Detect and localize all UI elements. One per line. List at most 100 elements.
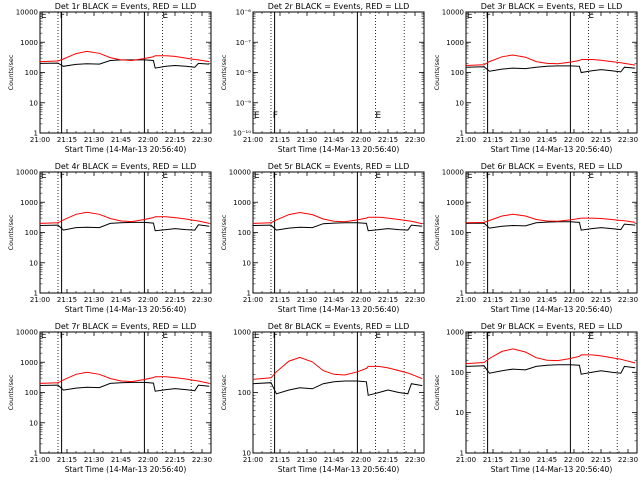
y-tick-label: 1000 — [20, 199, 38, 207]
detector-panel-3: Det 3r BLACK = Events, RED = LLD Start Ti… — [433, 2, 638, 154]
marker-e: E — [162, 11, 168, 21]
x-tick-label: 21:30 — [84, 296, 104, 304]
y-tick-label: 1 — [34, 290, 38, 298]
x-tick-label: 21:15 — [270, 296, 290, 304]
panel-title: Det 6r BLACK = Events, RED = LLD — [481, 162, 623, 171]
x-tick-label: 21:00 — [30, 136, 50, 144]
y-axis-label: Counts/sec — [433, 374, 441, 410]
lld-series-line — [39, 50, 210, 63]
y-tick-label: 100 — [238, 229, 251, 237]
x-tick-label: 21:00 — [243, 136, 263, 144]
panel-title: Det 8r BLACK = Events, RED = LLD — [268, 322, 410, 331]
detector-panel-2: Det 2r BLACK = Events, RED = LLD Start Ti… — [220, 2, 425, 154]
x-axis-label: Start Time (14-Mar-13 20:56:40) — [65, 465, 187, 474]
marker-e: E — [375, 111, 381, 121]
x-tick-label: 21:15 — [483, 136, 503, 144]
marker-e: E — [41, 11, 47, 21]
marker-e: E — [588, 332, 594, 342]
x-tick-label: 22:15 — [591, 296, 611, 304]
y-tick-label: 1000 — [20, 39, 38, 47]
x-axis-label: Start Time (14-Mar-13 20:56:40) — [278, 145, 400, 154]
marker-e: E — [162, 171, 168, 181]
x-tick-label: 21:15 — [57, 456, 77, 464]
y-axis-label: Counts/sec — [7, 214, 15, 250]
y-tick-label: 10⁻⁹ — [236, 99, 252, 107]
x-axis-label: Start Time (14-Mar-13 20:56:40) — [278, 305, 400, 314]
y-tick-label: 100 — [25, 69, 38, 77]
x-axis-label: Start Time (14-Mar-13 20:56:40) — [278, 465, 400, 474]
x-tick-label: 22:15 — [378, 136, 398, 144]
x-tick-label: 22:15 — [378, 456, 398, 464]
detector-panel-8: Det 8r BLACK = Events, RED = LLD Start Ti… — [220, 322, 425, 474]
detector-panel-5: Det 5r BLACK = Events, RED = LLD Start Ti… — [220, 162, 425, 314]
events-series-line — [39, 59, 210, 69]
x-tick-label: 22:30 — [618, 296, 638, 304]
lld-series-line — [465, 348, 636, 365]
x-tick-label: 21:45 — [324, 296, 344, 304]
y-tick-label: 1 — [34, 130, 38, 138]
x-tick-label: 21:45 — [111, 296, 131, 304]
panel-title: Det 2r BLACK = Events, RED = LLD — [268, 2, 410, 11]
x-tick-label: 21:00 — [456, 456, 476, 464]
y-tick-label: 1 — [34, 450, 38, 458]
y-tick-label: 100 — [25, 229, 38, 237]
y-tick-label: 1000 — [446, 329, 464, 337]
y-tick-label: 1 — [460, 450, 464, 458]
x-tick-label: 22:30 — [192, 136, 212, 144]
marker-f: F — [273, 111, 278, 121]
events-series-line — [39, 381, 210, 392]
panel-frame — [39, 171, 212, 294]
events-series-line — [465, 364, 636, 375]
x-tick-label: 22:30 — [618, 456, 638, 464]
detector-panel-4: Det 4r BLACK = Events, RED = LLD Start Ti… — [7, 162, 212, 314]
x-tick-label: 21:30 — [510, 136, 530, 144]
x-tick-label: 22:15 — [591, 136, 611, 144]
x-tick-label: 22:00 — [564, 296, 584, 304]
marker-e: E — [375, 171, 381, 181]
x-tick-label: 21:45 — [537, 136, 557, 144]
marker-f: F — [60, 11, 65, 21]
y-tick-label: 1000 — [446, 199, 464, 207]
y-tick-label: 1000 — [20, 359, 38, 367]
lld-series-line — [39, 371, 210, 384]
x-tick-label: 22:00 — [564, 456, 584, 464]
events-series-line — [252, 380, 423, 396]
marker-e: E — [375, 331, 381, 341]
x-tick-label: 21:00 — [243, 456, 263, 464]
panel-title: Det 4r BLACK = Events, RED = LLD — [55, 162, 197, 171]
y-tick-label: 10 — [242, 259, 251, 267]
x-tick-label: 21:00 — [30, 456, 50, 464]
y-tick-label: 100 — [25, 389, 38, 397]
x-tick-label: 21:30 — [510, 456, 530, 464]
marker-f: F — [486, 11, 491, 21]
marker-f: F — [60, 171, 65, 181]
y-axis-label: Counts/sec — [7, 374, 15, 410]
x-tick-label: 21:30 — [297, 136, 317, 144]
x-tick-label: 22:15 — [165, 296, 185, 304]
y-tick-label: 10 — [29, 259, 38, 267]
x-tick-label: 22:30 — [405, 456, 425, 464]
x-tick-label: 21:15 — [270, 136, 290, 144]
x-axis-label: Start Time (14-Mar-13 20:56:40) — [491, 145, 613, 154]
x-tick-label: 21:30 — [297, 456, 317, 464]
marker-e: E — [41, 331, 47, 341]
y-tick-label: 10 — [29, 419, 38, 427]
y-tick-label: 10⁻⁷ — [236, 39, 252, 47]
detector-panel-7: Det 7r BLACK = Events, RED = LLD Start Ti… — [7, 322, 212, 474]
panel-title: Det 7r BLACK = Events, RED = LLD — [55, 322, 197, 331]
marker-e: E — [254, 111, 260, 121]
y-tick-label: 10000 — [16, 169, 38, 177]
x-tick-label: 21:15 — [57, 136, 77, 144]
y-tick-label: 10⁻⁸ — [236, 69, 252, 77]
detector-panel-6: Det 6r BLACK = Events, RED = LLD Start Ti… — [433, 162, 638, 314]
marker-f: F — [486, 171, 491, 181]
marker-e: E — [588, 171, 594, 181]
x-tick-label: 21:45 — [111, 456, 131, 464]
x-tick-label: 21:00 — [243, 296, 263, 304]
lld-series-line — [465, 54, 636, 66]
y-axis-label: Counts/sec — [220, 214, 228, 250]
y-tick-label: 10000 — [16, 329, 38, 337]
x-tick-label: 22:15 — [378, 296, 398, 304]
x-tick-label: 22:30 — [192, 296, 212, 304]
